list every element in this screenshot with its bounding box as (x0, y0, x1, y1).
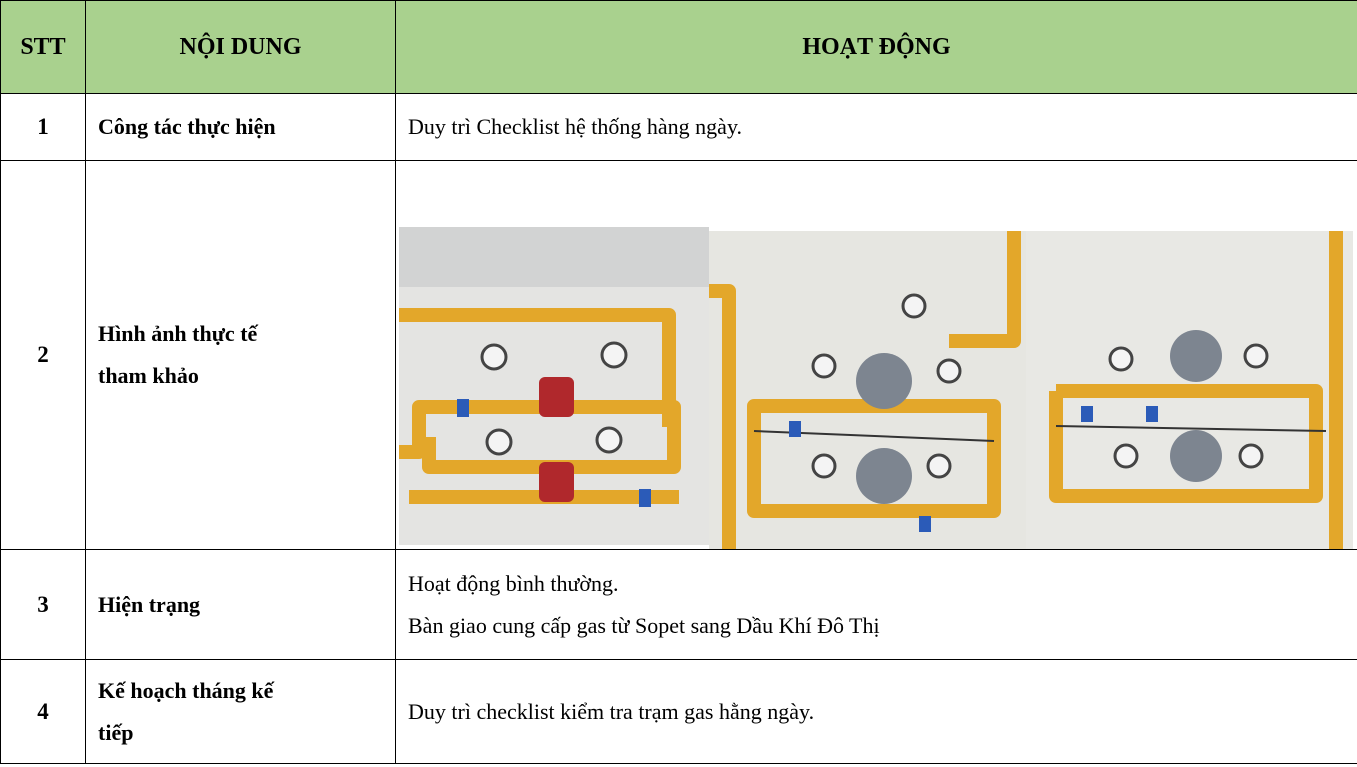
row: 1 Công tác thực hiện Duy trì Checklist h… (0, 93, 1357, 161)
photo (709, 231, 1026, 549)
row: 3 Hiện trạng Hoạt động bình thường. Bàn … (0, 549, 1357, 660)
header-row: STT NỘI DUNG HOẠT ĐỘNG (0, 0, 1357, 94)
content-cell: Kế hoạch tháng kế tiếp (85, 659, 396, 764)
activity-cell: Duy trì checklist kiểm tra trạm gas hằng… (395, 659, 1357, 764)
header-cell: HOẠT ĐỘNG (395, 0, 1357, 94)
row: 4 Kế hoạch tháng kế tiếp Duy trì checkli… (0, 659, 1357, 764)
content-text: Kế hoạch tháng kế tiếp (98, 677, 274, 745)
activity-cell: Hoạt động bình thường. Bàn giao cung cấp… (395, 549, 1357, 660)
content-cell: Công tác thực hiện (85, 93, 396, 161)
content-text: Hiện trạng (98, 591, 201, 617)
stt-cell: 3 (0, 549, 86, 660)
header-cell: STT (0, 0, 86, 94)
content-cell: Hình ảnh thực tế tham khảo (85, 160, 396, 550)
stt-cell: 1 (0, 93, 86, 161)
activity-text: Duy trì Checklist hệ thống hàng ngày. (408, 114, 743, 139)
photo (399, 227, 709, 545)
stt-cell: 2 (0, 160, 86, 550)
row: 2 Hình ảnh thực tế tham khảo (0, 160, 1357, 550)
photo-cell (395, 160, 1357, 550)
header-cell: NỘI DUNG (85, 0, 396, 94)
stt-cell: 4 (0, 659, 86, 764)
photo (1026, 231, 1353, 549)
content-cell: Hiện trạng (85, 549, 396, 660)
activity-cell: Duy trì Checklist hệ thống hàng ngày. (395, 93, 1357, 161)
content-text: Hình ảnh thực tế tham khảo (98, 321, 258, 388)
activity-text: Hoạt động bình thường. (408, 570, 619, 596)
activity-text: Bàn giao cung cấp gas từ Sopet sang Dầu … (408, 612, 880, 638)
activity-text: Duy trì checklist kiểm tra trạm gas hằng… (408, 698, 815, 724)
photo-strip (396, 161, 1357, 549)
content-text: Công tác thực hiện (98, 114, 276, 139)
